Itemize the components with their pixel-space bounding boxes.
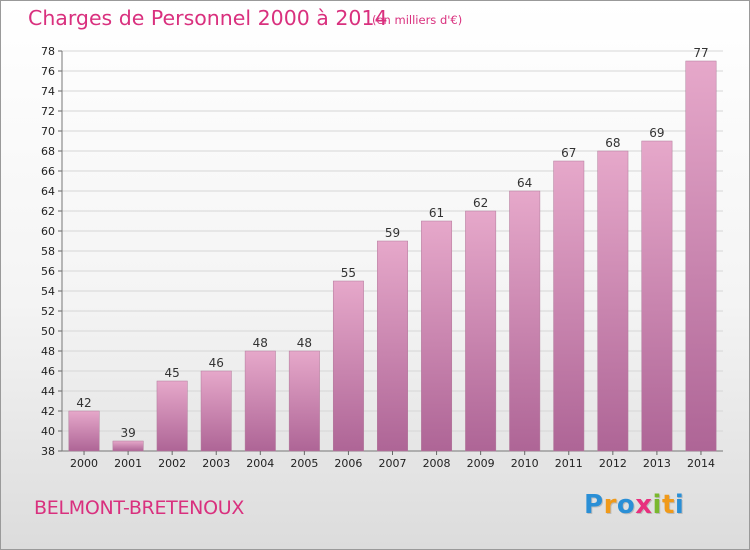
y-tick-label: 78	[41, 45, 55, 58]
x-tick-label-2008: 2008	[423, 457, 451, 470]
data-label-2013: 69	[649, 126, 664, 140]
logo-letter-5: t	[661, 490, 675, 520]
y-tick-label: 64	[41, 185, 55, 198]
y-tick-label: 56	[41, 265, 55, 278]
y-tick-label: 60	[41, 225, 55, 238]
x-tick-label-2002: 2002	[158, 457, 186, 470]
y-tick-label: 70	[41, 125, 55, 138]
bar-2008	[421, 220, 453, 452]
x-tick-label-2010: 2010	[511, 457, 539, 470]
bar-2002	[156, 380, 188, 452]
x-tick-label-2006: 2006	[334, 457, 362, 470]
y-tick-label: 62	[41, 205, 55, 218]
commune-name: BELMONT-BRETENOUX	[34, 497, 245, 519]
bar-2012	[597, 150, 629, 452]
x-tick-label-2004: 2004	[246, 457, 274, 470]
y-tick-label: 76	[41, 65, 55, 78]
data-label-2011: 67	[561, 146, 576, 160]
y-tick-label: 52	[41, 305, 55, 318]
bar-2011	[553, 160, 585, 452]
bar-2001	[112, 440, 144, 452]
bar-2004	[244, 350, 276, 452]
logo-letter-4: i	[652, 490, 662, 520]
y-tick-label: 38	[41, 445, 55, 458]
data-label-2006: 55	[341, 266, 356, 280]
x-tick-label-2003: 2003	[202, 457, 230, 470]
x-tick-label-2012: 2012	[599, 457, 627, 470]
x-tick-label-2011: 2011	[555, 457, 583, 470]
y-tick-label: 48	[41, 345, 55, 358]
y-tick-label: 66	[41, 165, 55, 178]
x-tick-label-2000: 2000	[70, 457, 98, 470]
x-tick-label-2007: 2007	[379, 457, 407, 470]
bar-2006	[332, 280, 364, 452]
x-tick-label-2014: 2014	[687, 457, 715, 470]
y-tick-label: 54	[41, 285, 55, 298]
bar-2014	[685, 60, 717, 452]
chart-unit-note: (en milliers d'€)	[372, 13, 463, 27]
bar-2009	[465, 210, 497, 452]
y-tick-label: 44	[41, 385, 55, 398]
data-label-2008: 61	[429, 206, 444, 220]
data-label-2009: 62	[473, 196, 488, 210]
data-label-2004: 48	[253, 336, 268, 350]
logo-letter-6: i	[674, 490, 685, 520]
data-label-2001: 39	[120, 426, 135, 440]
x-tick-label-2009: 2009	[467, 457, 495, 470]
bar-2010	[509, 190, 541, 452]
chart-title: Charges de Personnel 2000 à 2014	[28, 6, 388, 30]
x-tick-label-2013: 2013	[643, 457, 671, 470]
y-tick-label: 40	[41, 425, 55, 438]
data-label-2005: 48	[297, 336, 312, 350]
y-tick-label: 42	[41, 405, 55, 418]
data-label-2003: 46	[209, 356, 224, 370]
y-tick-label: 50	[41, 325, 55, 338]
y-tick-label: 68	[41, 145, 55, 158]
logo-letter-1: r	[603, 490, 617, 520]
logo-letter-2: o	[616, 490, 636, 520]
y-tick-label: 74	[41, 85, 55, 98]
data-label-2012: 68	[605, 136, 620, 150]
data-label-2014: 77	[693, 46, 708, 60]
y-tick-label: 72	[41, 105, 55, 118]
bar-2013	[641, 140, 673, 452]
y-tick-label: 46	[41, 365, 55, 378]
data-label-2002: 45	[165, 366, 180, 380]
x-tick-label-2005: 2005	[290, 457, 318, 470]
data-label-2007: 59	[385, 226, 400, 240]
bar-2003	[200, 370, 232, 452]
data-label-2000: 42	[76, 396, 91, 410]
data-label-2010: 64	[517, 176, 532, 190]
logo-letter-3: x	[635, 490, 653, 520]
logo-letter-0: P	[584, 490, 604, 520]
proxiti-logo: Proxiti	[584, 490, 684, 520]
bar-2005	[288, 350, 320, 452]
x-tick-label-2001: 2001	[114, 457, 142, 470]
bar-2000	[68, 410, 100, 452]
bar-2007	[377, 240, 408, 452]
y-tick-label: 58	[41, 245, 55, 258]
